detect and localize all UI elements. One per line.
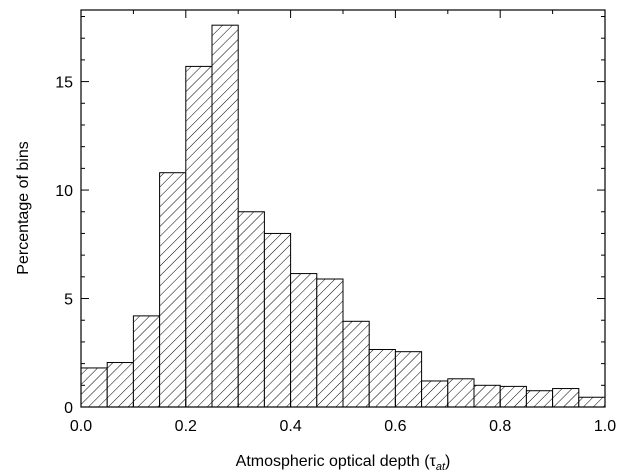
- histogram-bar: [290, 273, 318, 408]
- histogram-bar: [499, 385, 527, 408]
- x-tick-label: 0.0: [70, 418, 92, 435]
- histogram-bar: [552, 388, 580, 408]
- histogram-bar: [447, 378, 475, 408]
- histogram-bar: [473, 384, 501, 408]
- x-tick-label: 0.6: [384, 418, 406, 435]
- histogram-bar: [394, 351, 423, 408]
- histogram-bar: [421, 380, 449, 408]
- y-tick-label: 5: [64, 292, 73, 309]
- y-tick-label: 15: [55, 75, 73, 92]
- x-axis-label: Atmospheric optical depth (τat): [236, 453, 451, 473]
- histogram-bar: [132, 315, 161, 408]
- histogram-bar: [106, 362, 134, 408]
- x-tick-labels: 0.0 0.2 0.4 0.6 0.8 1.0: [70, 418, 616, 435]
- x-tick-label: 0.8: [489, 418, 511, 435]
- histogram-bar: [316, 278, 344, 408]
- histogram-bars: [80, 24, 606, 408]
- y-tick-label: 10: [55, 183, 73, 200]
- histogram-bar: [185, 65, 213, 408]
- x-tick-label: 0.2: [175, 418, 197, 435]
- histogram-bar: [80, 367, 108, 408]
- y-tick-label: 0: [64, 400, 73, 417]
- histogram-bar: [159, 172, 187, 408]
- histogram-bar: [342, 320, 370, 408]
- histogram-bar: [368, 349, 396, 408]
- x-tick-label: 0.4: [279, 418, 301, 435]
- histogram-bar: [263, 232, 292, 408]
- y-tick-labels: 0 5 10 15: [55, 75, 73, 417]
- histogram-bar: [237, 211, 265, 408]
- axis-ticks: [80, 10, 606, 408]
- histogram-bar: [578, 396, 606, 408]
- histogram-bar: [525, 390, 554, 408]
- x-tick-label: 1.0: [594, 418, 616, 435]
- histogram-bar: [211, 24, 239, 408]
- y-axis-label: Percentage of bins: [15, 141, 32, 274]
